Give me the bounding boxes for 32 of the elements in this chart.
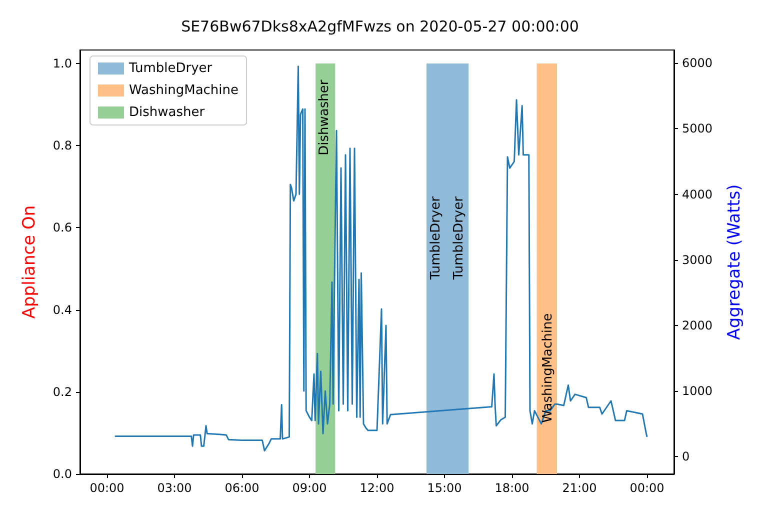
y-tick-label: 0.0 bbox=[52, 467, 72, 481]
chart-title: SE76Bw67Dks8xA2gfMFwzs on 2020-05-27 00:00:00 bbox=[181, 18, 579, 36]
y-axis-title: Appliance On bbox=[20, 205, 40, 319]
x-tick-label: 03:00 bbox=[157, 481, 192, 495]
y2-tick-label: 6000 bbox=[682, 56, 713, 70]
x-tick-label: 06:00 bbox=[224, 481, 260, 495]
annotation: TumbleDryer bbox=[428, 196, 444, 281]
y2-axis-title: Aggregate (Watts) bbox=[724, 184, 744, 340]
x-tick-label: 12:00 bbox=[360, 481, 394, 495]
y2-tick-label: 3000 bbox=[682, 252, 713, 267]
x-tick-label: 09:00 bbox=[292, 481, 327, 495]
y-tick-label: 1.0 bbox=[52, 56, 72, 71]
x-tick-label: 00:00 bbox=[630, 481, 664, 495]
legend-label: TumbleDryer bbox=[128, 61, 213, 76]
legend-label: WashingMachine bbox=[129, 83, 239, 98]
x-tick-label: 21:00 bbox=[562, 481, 597, 495]
legend-label: Dishwasher bbox=[129, 105, 206, 120]
annotation: WashingMachine bbox=[540, 313, 556, 423]
y-tick-label: 0.2 bbox=[52, 384, 72, 399]
y2-tick-label: 4000 bbox=[682, 187, 713, 202]
annotation: Dishwasher bbox=[317, 79, 332, 156]
y-tick-label: 0.8 bbox=[52, 138, 72, 153]
x-tick-label: 18:00 bbox=[494, 481, 530, 495]
y-tick-label: 0.4 bbox=[52, 302, 72, 317]
x-tick-label: 00:00 bbox=[90, 481, 124, 495]
y2-tick-label: 5000 bbox=[682, 122, 713, 136]
y-tick-label: 0.6 bbox=[52, 220, 72, 235]
annotation: TumbleDryer bbox=[452, 196, 466, 281]
y2-tick-label: 2000 bbox=[682, 318, 713, 332]
x-tick-label: 15:00 bbox=[427, 481, 462, 495]
y2-tick-label: 0 bbox=[682, 450, 690, 464]
y2-tick-label: 1000 bbox=[682, 384, 713, 398]
